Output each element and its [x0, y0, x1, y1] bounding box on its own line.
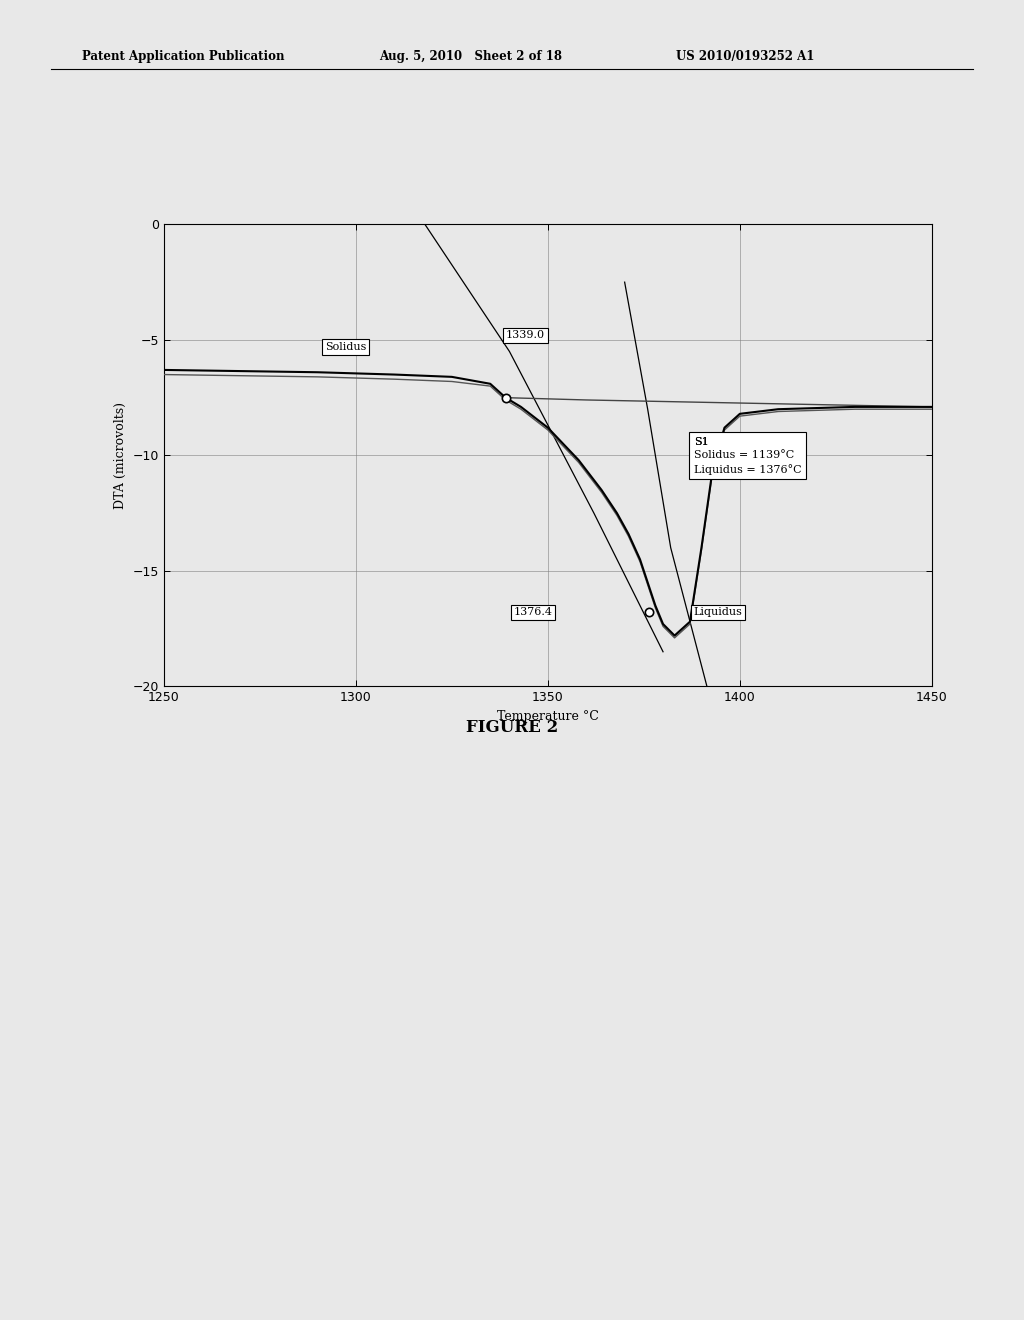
Text: 1339.0: 1339.0 — [506, 330, 545, 341]
X-axis label: Temperature °C: Temperature °C — [497, 710, 599, 723]
Text: S1
Solidus = 1139°C
Liquidus = 1376°C: S1 Solidus = 1139°C Liquidus = 1376°C — [694, 437, 802, 475]
Text: FIGURE 2: FIGURE 2 — [466, 719, 558, 737]
Text: Solidus: Solidus — [325, 342, 367, 352]
Y-axis label: DTA (microvolts): DTA (microvolts) — [114, 401, 127, 510]
Text: Liquidus: Liquidus — [694, 607, 742, 618]
Text: US 2010/0193252 A1: US 2010/0193252 A1 — [676, 50, 814, 63]
Text: Patent Application Publication: Patent Application Publication — [82, 50, 285, 63]
Text: S1: S1 — [694, 437, 709, 447]
Text: 1376.4: 1376.4 — [513, 607, 552, 618]
Text: Aug. 5, 2010   Sheet 2 of 18: Aug. 5, 2010 Sheet 2 of 18 — [379, 50, 562, 63]
